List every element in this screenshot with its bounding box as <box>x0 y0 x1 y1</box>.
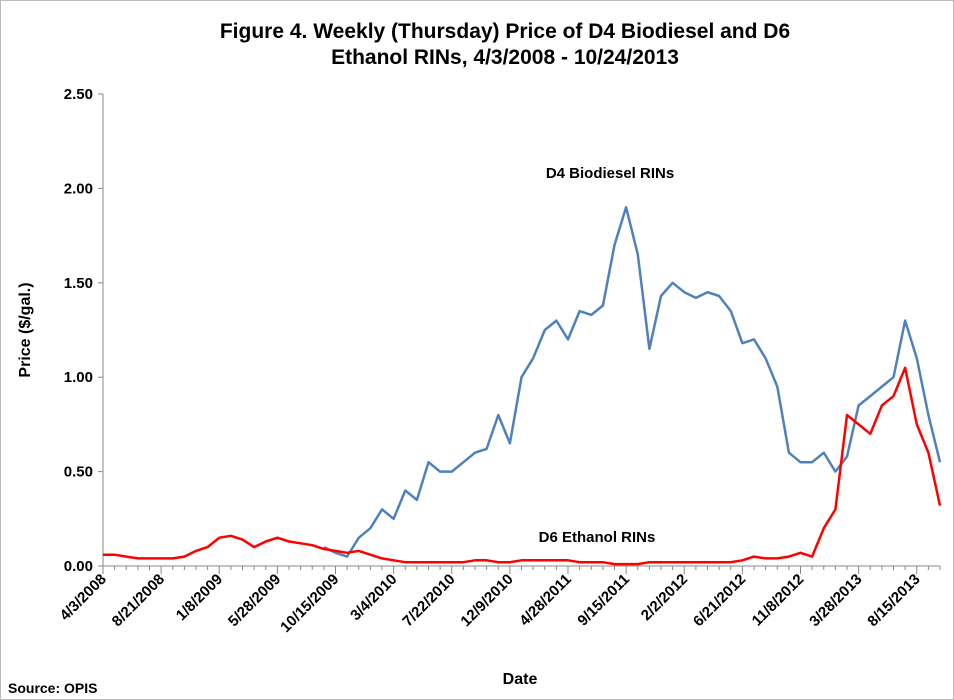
line-series <box>323 206 942 558</box>
y-tick-label: 0.00 <box>64 558 93 575</box>
x-axis-label: Date <box>503 671 538 688</box>
annotation: D4 Biodiesel RINs <box>546 165 674 182</box>
y-tick-label: 0.50 <box>64 464 93 481</box>
line-series <box>103 366 942 566</box>
chart-title: Figure 4. Weekly (Thursday) Price of D4 … <box>220 20 790 43</box>
y-tick-label: 2.00 <box>64 180 93 197</box>
y-tick-label: 2.50 <box>64 86 93 103</box>
chart-subtitle: Ethanol RINs, 4/3/2008 - 10/24/2013 <box>331 46 679 69</box>
y-axis-label: Price ($/gal.) <box>17 282 34 377</box>
y-tick-label: 1.50 <box>64 275 93 292</box>
y-tick-label: 1.00 <box>64 369 93 386</box>
source: Source: OPIS <box>8 680 97 696</box>
annotation: D6 Ethanol RINs <box>539 529 656 546</box>
